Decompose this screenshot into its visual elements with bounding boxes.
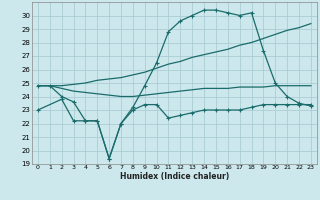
X-axis label: Humidex (Indice chaleur): Humidex (Indice chaleur) xyxy=(120,172,229,181)
